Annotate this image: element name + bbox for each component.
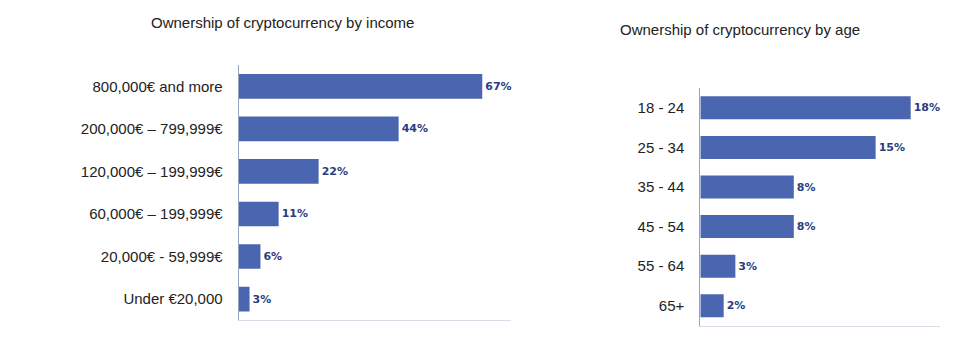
- svg-text:15%: 15%: [879, 141, 905, 154]
- svg-text:8%: 8%: [797, 220, 816, 233]
- svg-text:22%: 22%: [322, 165, 348, 178]
- svg-text:18 - 24: 18 - 24: [638, 99, 685, 116]
- svg-text:65+: 65+: [659, 297, 685, 314]
- svg-text:200,000€ – 799,999€: 200,000€ – 799,999€: [81, 120, 223, 137]
- svg-text:60,000€ – 199,999€: 60,000€ – 199,999€: [89, 205, 223, 222]
- svg-text:Ownership of cryptocurrency by: Ownership of cryptocurrency by income: [151, 14, 414, 31]
- svg-text:11%: 11%: [282, 207, 308, 220]
- svg-text:44%: 44%: [402, 122, 428, 135]
- svg-text:3%: 3%: [738, 260, 757, 273]
- svg-text:8%: 8%: [797, 181, 816, 194]
- svg-text:25 - 34: 25 - 34: [638, 139, 685, 156]
- svg-text:800,000€ and more: 800,000€ and more: [93, 78, 223, 95]
- svg-text:6%: 6%: [263, 250, 282, 263]
- svg-text:3%: 3%: [253, 293, 272, 306]
- svg-text:Ownership of cryptocurrency by: Ownership of cryptocurrency by age: [620, 21, 860, 38]
- svg-text:2%: 2%: [727, 299, 746, 312]
- svg-text:120,000€ – 199,999€: 120,000€ – 199,999€: [81, 163, 223, 180]
- svg-text:Under €20,000: Under €20,000: [123, 290, 222, 307]
- svg-text:45 - 54: 45 - 54: [638, 218, 685, 235]
- svg-text:35 - 44: 35 - 44: [638, 178, 685, 195]
- svg-text:18%: 18%: [914, 101, 940, 114]
- svg-text:55 - 64: 55 - 64: [638, 257, 685, 274]
- svg-text:20,000€ - 59,999€: 20,000€ - 59,999€: [101, 248, 223, 265]
- svg-text:67%: 67%: [485, 80, 511, 93]
